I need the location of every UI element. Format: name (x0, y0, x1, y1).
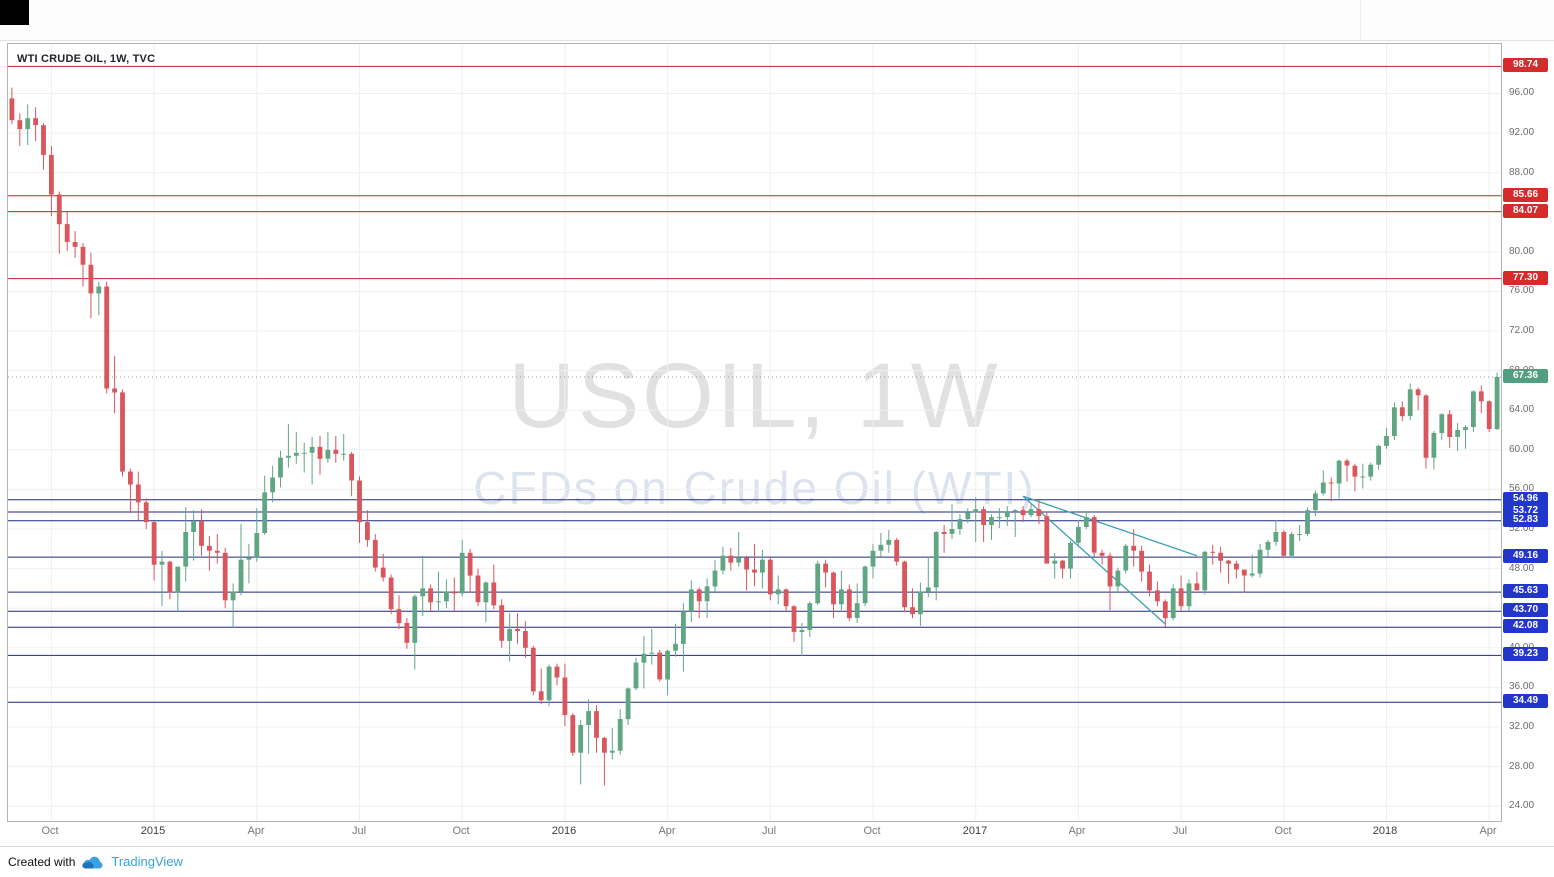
price-scale-tick: 92.00 (1509, 127, 1535, 138)
price-scale-tick: 48.00 (1509, 563, 1535, 574)
price-scale-tick: 28.00 (1509, 761, 1535, 772)
support-price-tag: 54.96 (1503, 492, 1548, 506)
time-scale-label: Oct (452, 825, 470, 837)
time-scale-label: 2018 (1372, 825, 1398, 837)
topbar (0, 0, 1554, 41)
time-scale-label: 2017 (962, 825, 988, 837)
price-scale-tick: 64.00 (1509, 404, 1535, 415)
time-scale-label: Jul (351, 825, 367, 837)
last-price-tag: 67.36 (1503, 369, 1548, 383)
resistance-price-tag: 98.74 (1503, 58, 1548, 72)
resistance-price-tag: 84.07 (1503, 204, 1548, 218)
chart-pane[interactable]: USOIL, 1W CFDs on Crude Oil (WTI) WTI CR… (7, 43, 1502, 822)
price-scale-tick: 96.00 (1509, 87, 1535, 98)
price-scale-tick: 56.00 (1509, 483, 1535, 494)
time-scale-label: Apr (1068, 825, 1086, 837)
price-axis[interactable]: 24.0028.0032.0036.0040.0044.0048.0052.00… (1502, 43, 1554, 822)
time-scale-label: Apr (658, 825, 676, 837)
support-price-tag: 52.83 (1503, 513, 1548, 527)
time-scale-label: 2015 (140, 825, 166, 837)
support-price-tag: 45.63 (1503, 584, 1548, 598)
topbar-divider (1360, 0, 1361, 40)
resistance-price-tag: 85.66 (1503, 188, 1548, 202)
candlestick-chart[interactable] (8, 44, 1501, 821)
created-with-text: Created with (8, 854, 76, 869)
corner-black-box (0, 0, 29, 25)
time-scale-label: Jul (761, 825, 777, 837)
symbol-legend[interactable]: WTI CRUDE OIL, 1W, TVC (17, 53, 156, 65)
time-scale-label: Apr (247, 825, 265, 837)
support-price-tag: 43.70 (1503, 603, 1548, 617)
price-scale-tick: 72.00 (1509, 325, 1535, 336)
support-price-tag: 49.16 (1503, 549, 1548, 563)
support-price-tag: 34.49 (1503, 694, 1548, 708)
support-price-tag: 42.08 (1503, 619, 1548, 633)
price-scale-tick: 60.00 (1509, 444, 1535, 455)
time-scale-label: Oct (863, 825, 881, 837)
support-price-tag: 39.23 (1503, 647, 1548, 661)
price-scale-tick: 52.00 (1509, 523, 1535, 534)
time-scale-label: Oct (1274, 825, 1292, 837)
price-scale-tick: 32.00 (1509, 721, 1535, 732)
footer: Created with TradingView (0, 846, 1554, 876)
price-scale-tick: 76.00 (1509, 285, 1535, 296)
price-scale-tick: 24.00 (1509, 800, 1535, 811)
price-scale-tick: 80.00 (1509, 246, 1535, 257)
resistance-price-tag: 77.30 (1503, 271, 1548, 285)
time-axis[interactable]: Oct 2015 Apr Jul Oct 2016 Apr Jul Oct 2017 Apr Jul O… (7, 823, 1502, 845)
time-scale-label: Apr (1479, 825, 1497, 837)
tradingview-link[interactable]: TradingView (111, 854, 183, 869)
price-scale-tick: 88.00 (1509, 167, 1535, 178)
time-scale-label: Jul (1172, 825, 1188, 837)
time-scale-label: Oct (41, 825, 59, 837)
tradingview-logo-icon (82, 855, 104, 869)
time-scale-label: 2016 (551, 825, 577, 837)
price-scale-tick: 36.00 (1509, 681, 1535, 692)
